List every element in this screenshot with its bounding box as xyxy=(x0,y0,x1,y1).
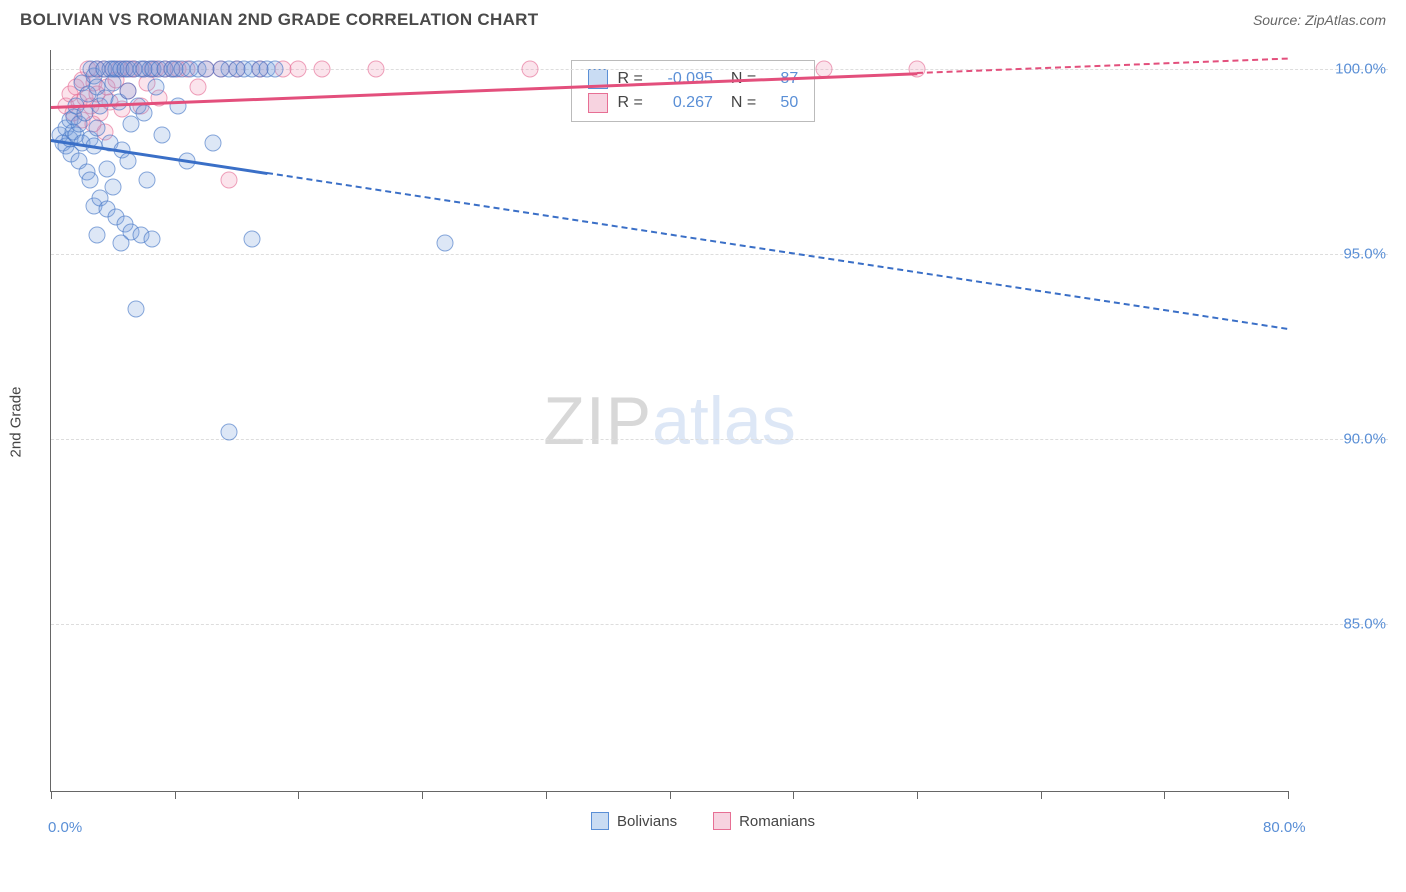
scatter-point xyxy=(104,75,121,92)
x-tick xyxy=(51,791,52,799)
scatter-point xyxy=(120,153,137,170)
y-tick-label: 85.0% xyxy=(1296,616,1386,633)
gridline-h xyxy=(51,254,1388,255)
trendline-dashed xyxy=(267,172,1288,330)
scatter-point xyxy=(197,60,214,77)
scatter-point xyxy=(522,60,539,77)
scatter-point xyxy=(220,171,237,188)
legend-item-romanians: Romanians xyxy=(713,812,815,830)
legend-label-romanians: Romanians xyxy=(739,813,815,830)
scatter-point xyxy=(135,104,152,121)
scatter-point xyxy=(112,234,129,251)
r-value: 0.267 xyxy=(653,94,713,112)
watermark-zip: ZIP xyxy=(543,383,652,459)
legend-swatch-romanians xyxy=(713,812,731,830)
scatter-point xyxy=(437,234,454,251)
x-tick xyxy=(298,791,299,799)
x-tick xyxy=(917,791,918,799)
scatter-point xyxy=(367,60,384,77)
trendline-dashed xyxy=(917,57,1288,74)
x-tick xyxy=(1041,791,1042,799)
stats-row: R = 0.267 N = 50 xyxy=(588,91,799,115)
x-tick xyxy=(175,791,176,799)
scatter-point xyxy=(148,79,165,96)
x-axis-min-label: 0.0% xyxy=(48,819,82,836)
gridline-h xyxy=(51,624,1388,625)
scatter-point xyxy=(89,227,106,244)
y-tick-label: 100.0% xyxy=(1296,60,1386,77)
gridline-h xyxy=(51,439,1388,440)
x-tick xyxy=(422,791,423,799)
scatter-point xyxy=(143,230,160,247)
legend-label-bolivians: Bolivians xyxy=(617,813,677,830)
series-legend: Bolivians Romanians xyxy=(0,802,1406,830)
scatter-point xyxy=(89,119,106,136)
plot-area: ZIPatlas R =-0.095N =87R =0.267N =50 85.… xyxy=(50,50,1288,792)
scatter-point xyxy=(154,127,171,144)
scatter-point xyxy=(205,134,222,151)
n-label: N = xyxy=(731,94,756,112)
stats-swatch xyxy=(588,93,608,113)
scatter-point xyxy=(81,171,98,188)
chart-title: BOLIVIAN VS ROMANIAN 2ND GRADE CORRELATI… xyxy=(20,10,538,30)
scatter-point xyxy=(128,301,145,318)
scatter-point xyxy=(816,60,833,77)
n-value: 50 xyxy=(766,94,798,112)
scatter-point xyxy=(244,230,261,247)
source-attribution: Source: ZipAtlas.com xyxy=(1253,12,1386,28)
x-tick xyxy=(793,791,794,799)
scatter-point xyxy=(138,171,155,188)
legend-item-bolivians: Bolivians xyxy=(591,812,677,830)
r-label: R = xyxy=(618,94,643,112)
legend-swatch-bolivians xyxy=(591,812,609,830)
x-axis-max-label: 80.0% xyxy=(1263,819,1306,836)
scatter-point xyxy=(189,79,206,96)
source-prefix: Source: xyxy=(1253,12,1305,28)
watermark-atlas: atlas xyxy=(652,383,796,459)
scatter-point xyxy=(220,423,237,440)
scatter-point xyxy=(267,60,284,77)
scatter-point xyxy=(313,60,330,77)
scatter-point xyxy=(98,160,115,177)
y-tick-label: 95.0% xyxy=(1296,245,1386,262)
watermark: ZIPatlas xyxy=(543,382,795,460)
x-tick xyxy=(546,791,547,799)
y-tick-label: 90.0% xyxy=(1296,431,1386,448)
chart-header: BOLIVIAN VS ROMANIAN 2ND GRADE CORRELATI… xyxy=(0,0,1406,36)
scatter-point xyxy=(169,97,186,114)
x-tick xyxy=(670,791,671,799)
scatter-point xyxy=(290,60,307,77)
x-tick xyxy=(1164,791,1165,799)
scatter-point xyxy=(104,179,121,196)
source-name: ZipAtlas.com xyxy=(1305,12,1386,28)
chart-container: 2nd Grade ZIPatlas R =-0.095N =87R =0.26… xyxy=(50,42,1388,802)
r-value: -0.095 xyxy=(653,70,713,88)
y-axis-title: 2nd Grade xyxy=(8,387,25,458)
x-tick xyxy=(1288,791,1289,799)
